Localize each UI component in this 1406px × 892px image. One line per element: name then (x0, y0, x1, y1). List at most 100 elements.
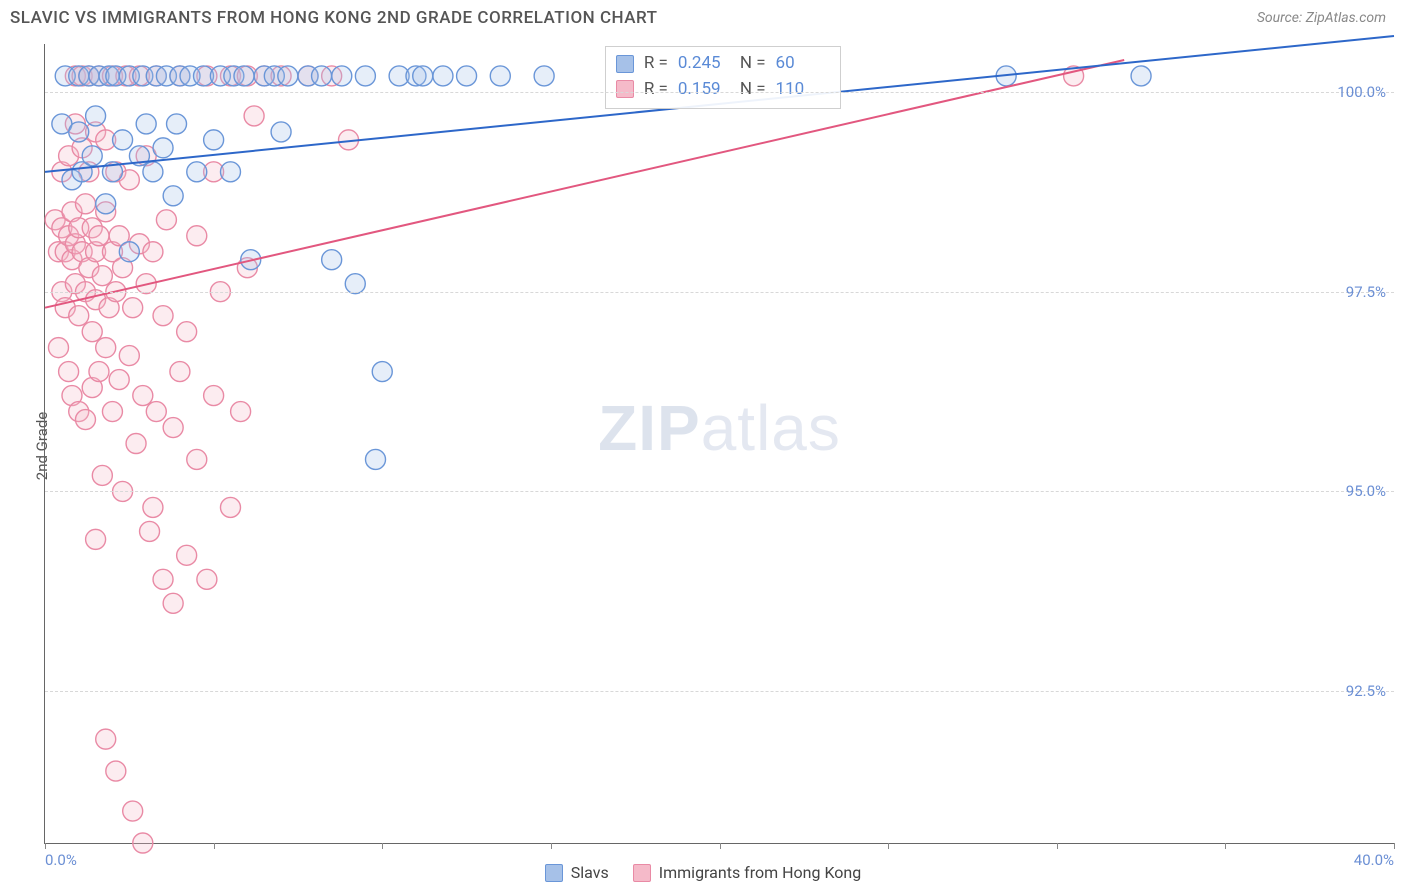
y-tick-label: 100.0% (1337, 83, 1386, 101)
plot-area: ZIPatlas 0.0% 40.0% R =0.245N =60R =0.15… (44, 44, 1394, 844)
data-point (75, 194, 95, 214)
legend-label-slavs: Slavs (571, 863, 609, 882)
stat-r-value: 0.245 (678, 51, 730, 77)
data-point (234, 66, 254, 86)
data-point (82, 322, 102, 342)
data-point (413, 66, 433, 86)
legend-item-slavs: Slavs (545, 863, 609, 882)
data-point (332, 66, 352, 86)
data-point (140, 521, 160, 541)
data-point (119, 242, 139, 262)
data-point (102, 402, 122, 422)
legend-label-hk: Immigrants from Hong Kong (659, 863, 861, 882)
chart-title: SLAVIC VS IMMIGRANTS FROM HONG KONG 2ND … (10, 8, 658, 28)
x-tick-mark (1394, 843, 1395, 849)
trend-line (45, 60, 1124, 308)
stat-r-label: R = (644, 77, 668, 103)
data-point (366, 449, 386, 469)
data-point (143, 497, 163, 517)
gridline (45, 92, 1394, 93)
data-point (322, 250, 342, 270)
data-point (113, 130, 133, 150)
data-point (86, 106, 106, 126)
data-point (271, 122, 291, 142)
data-point (433, 66, 453, 86)
data-point (490, 66, 510, 86)
data-point (204, 130, 224, 150)
data-point (92, 465, 112, 485)
data-point (177, 545, 197, 565)
y-tick-label: 92.5% (1346, 682, 1386, 700)
stat-n-label: N = (740, 77, 766, 103)
data-point (220, 162, 240, 182)
data-point (163, 186, 183, 206)
x-tick-mark (214, 843, 215, 849)
data-point (163, 593, 183, 613)
stat-row: R = 0.245 N = 60 (616, 51, 828, 77)
stat-r-label: R = (644, 51, 668, 77)
data-point (96, 194, 116, 214)
y-tick-label: 95.0% (1346, 482, 1386, 500)
data-point (231, 402, 251, 422)
legend-item-hk: Immigrants from Hong Kong (633, 863, 861, 882)
data-point (82, 146, 102, 166)
scatter-svg (45, 44, 1394, 843)
data-point (89, 226, 109, 246)
gridline (45, 491, 1394, 492)
stat-swatch (616, 80, 634, 98)
stat-row: R = 0.159 N = 110 (616, 77, 828, 103)
x-tick-mark (45, 843, 46, 849)
legend-swatch-slavs (545, 864, 563, 882)
data-point (220, 497, 240, 517)
data-point (75, 410, 95, 430)
data-point (143, 162, 163, 182)
gridline (45, 691, 1394, 692)
legend-swatch-hk (633, 864, 651, 882)
data-point (187, 162, 207, 182)
x-tick-mark (720, 843, 721, 849)
stat-swatch (616, 55, 634, 73)
data-point (69, 122, 89, 142)
data-point (355, 66, 375, 86)
x-tick-mark (1225, 843, 1226, 849)
x-tick-mark (888, 843, 889, 849)
data-point (146, 402, 166, 422)
stat-n-label: N = (740, 51, 766, 77)
data-point (197, 569, 217, 589)
data-point (69, 306, 89, 326)
data-point (312, 66, 332, 86)
data-point (106, 761, 126, 781)
data-point (170, 362, 190, 382)
legend: Slavs Immigrants from Hong Kong (0, 863, 1406, 882)
data-point (48, 338, 68, 358)
data-point (187, 449, 207, 469)
data-point (59, 362, 79, 382)
data-point (143, 242, 163, 262)
data-point (133, 386, 153, 406)
data-point (119, 346, 139, 366)
data-point (156, 210, 176, 230)
data-point (167, 114, 187, 134)
data-point (177, 322, 197, 342)
data-point (133, 833, 153, 853)
data-point (153, 138, 173, 158)
data-point (457, 66, 477, 86)
data-point (204, 386, 224, 406)
stat-n-value: 60 (776, 51, 828, 77)
data-point (163, 418, 183, 438)
x-tick-mark (1057, 843, 1058, 849)
x-tick-mark (382, 843, 383, 849)
data-point (123, 298, 143, 318)
x-tick-mark (551, 843, 552, 849)
stat-r-value: 0.159 (678, 77, 730, 103)
data-point (126, 434, 146, 454)
correlation-stats-box: R = 0.245 N = 60 R = 0.159 N = 110 (605, 46, 841, 109)
data-point (123, 801, 143, 821)
y-tick-label: 97.5% (1346, 283, 1386, 301)
data-point (187, 226, 207, 246)
stat-n-value: 110 (776, 77, 828, 103)
data-point (136, 114, 156, 134)
data-point (96, 338, 116, 358)
gridline (45, 292, 1394, 293)
data-point (153, 306, 173, 326)
